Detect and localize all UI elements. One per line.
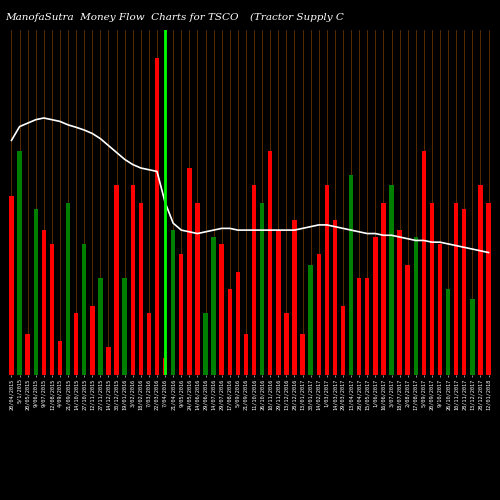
Bar xyxy=(90,306,94,375)
Bar xyxy=(236,272,240,375)
Bar xyxy=(163,358,168,375)
Bar xyxy=(300,334,305,375)
Bar xyxy=(42,230,46,375)
Bar xyxy=(486,202,491,375)
Text: ManofaSutra  Money Flow  Charts for TSCO: ManofaSutra Money Flow Charts for TSCO xyxy=(5,12,238,22)
Bar xyxy=(308,264,313,375)
Bar xyxy=(430,202,434,375)
Bar xyxy=(406,264,410,375)
Bar xyxy=(332,220,337,375)
Bar xyxy=(268,151,272,375)
Bar xyxy=(228,289,232,375)
Bar xyxy=(50,244,54,375)
Bar xyxy=(9,196,14,375)
Bar xyxy=(470,299,474,375)
Bar xyxy=(122,278,127,375)
Bar xyxy=(171,230,175,375)
Bar xyxy=(130,185,135,375)
Bar xyxy=(462,210,466,375)
Bar xyxy=(82,244,86,375)
Bar xyxy=(74,313,78,375)
Bar xyxy=(349,175,354,375)
Text: (Tractor Supply C: (Tractor Supply C xyxy=(250,12,344,22)
Bar xyxy=(316,254,321,375)
Bar xyxy=(34,210,38,375)
Bar xyxy=(114,185,119,375)
Bar xyxy=(365,278,370,375)
Bar xyxy=(58,340,62,375)
Bar xyxy=(276,230,280,375)
Bar xyxy=(18,151,22,375)
Bar xyxy=(292,220,296,375)
Bar xyxy=(146,313,151,375)
Bar xyxy=(98,278,102,375)
Bar xyxy=(341,306,345,375)
Bar xyxy=(26,334,30,375)
Bar xyxy=(66,202,70,375)
Bar xyxy=(381,202,386,375)
Bar xyxy=(438,244,442,375)
Bar xyxy=(398,230,402,375)
Bar xyxy=(446,289,450,375)
Bar xyxy=(373,237,378,375)
Bar xyxy=(478,185,482,375)
Bar xyxy=(212,237,216,375)
Bar xyxy=(244,334,248,375)
Bar xyxy=(187,168,192,375)
Bar xyxy=(106,348,110,375)
Bar xyxy=(284,313,288,375)
Bar xyxy=(252,185,256,375)
Bar xyxy=(324,185,329,375)
Bar xyxy=(414,237,418,375)
Bar xyxy=(195,202,200,375)
Bar xyxy=(155,58,159,375)
Bar xyxy=(260,202,264,375)
Bar xyxy=(204,313,208,375)
Bar xyxy=(179,254,184,375)
Bar xyxy=(422,151,426,375)
Bar xyxy=(220,244,224,375)
Bar xyxy=(138,202,143,375)
Bar xyxy=(454,202,458,375)
Bar xyxy=(390,185,394,375)
Bar xyxy=(357,278,362,375)
